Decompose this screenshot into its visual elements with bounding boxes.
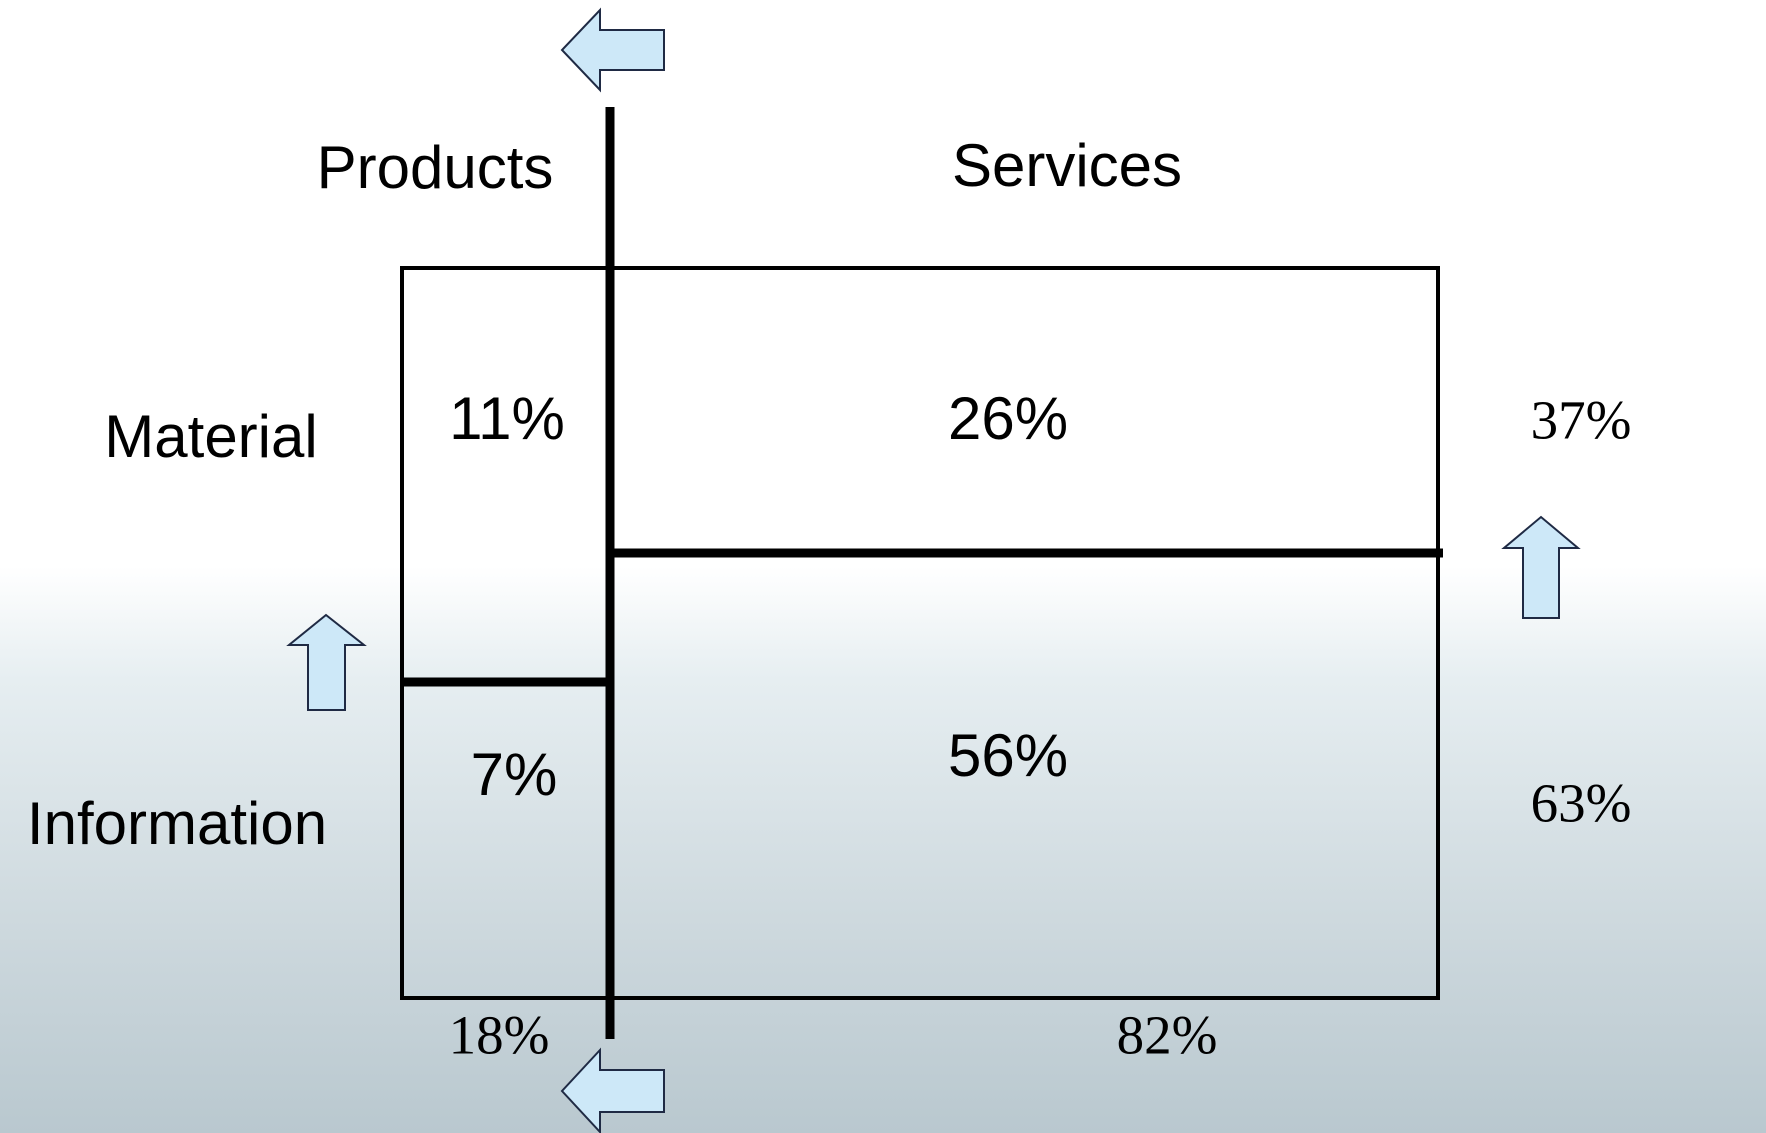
column-header: Products bbox=[317, 134, 554, 201]
row-total: 63% bbox=[1531, 773, 1632, 834]
column-header: Services bbox=[952, 132, 1182, 199]
arrow-up-left bbox=[286, 613, 367, 711]
arrow-left-bottom bbox=[560, 1047, 665, 1133]
row-total: 37% bbox=[1531, 390, 1632, 451]
arrow-up-right bbox=[1501, 515, 1581, 619]
column-total: 18% bbox=[449, 1005, 550, 1066]
row-header: Material bbox=[104, 403, 317, 470]
matrix-frame bbox=[400, 266, 1440, 1000]
cell-value: 7% bbox=[471, 741, 558, 808]
cell-value: 11% bbox=[449, 385, 565, 452]
row-header: Information bbox=[27, 790, 327, 857]
cell-value: 56% bbox=[948, 722, 1068, 789]
cell-value: 26% bbox=[948, 385, 1068, 452]
column-total: 82% bbox=[1117, 1005, 1218, 1066]
arrow-left-top bbox=[560, 7, 665, 93]
